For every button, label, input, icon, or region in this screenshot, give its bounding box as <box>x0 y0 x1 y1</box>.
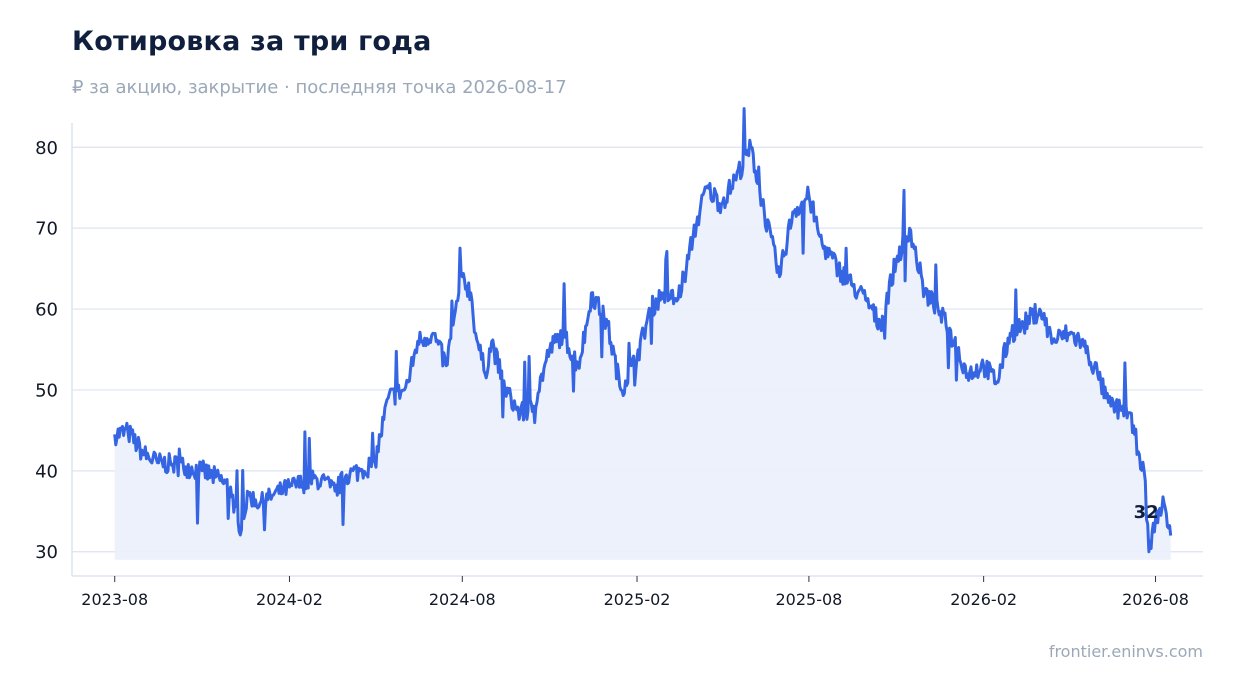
axes <box>71 123 1203 582</box>
series-group <box>113 107 1173 560</box>
x-tick-label: 2026-08 <box>1122 590 1189 609</box>
annotations: 32 <box>1134 502 1159 523</box>
x-tick-label: 2023-08 <box>81 590 148 609</box>
source-credit: frontier.eninvs.com <box>1048 642 1203 661</box>
y-tick-label: 30 <box>35 542 58 563</box>
y-tick-label: 80 <box>35 138 58 159</box>
y-tick-label: 70 <box>35 219 58 240</box>
y-axis-tick-labels: 30 40 50 60 70 80 <box>35 138 58 563</box>
x-tick-label: 2025-08 <box>775 590 842 609</box>
y-tick-label: 50 <box>35 380 58 401</box>
x-axis-tick-labels: 2023-08 2024-02 2024-08 2025-02 2025-08 2026-… <box>81 590 1189 609</box>
chart-title: Котировка за три года <box>72 26 432 57</box>
chart-subtitle: ₽ за акцию, закрытие · последняя точка 2… <box>72 77 567 98</box>
x-tick-label: 2024-02 <box>256 590 323 609</box>
y-tick-label: 40 <box>35 461 58 482</box>
last-value-label: 32 <box>1134 502 1159 523</box>
series-line <box>113 107 1173 554</box>
x-tick-label: 2024-08 <box>429 590 496 609</box>
x-tick-label: 2026-02 <box>950 590 1017 609</box>
x-tick-label: 2025-02 <box>604 590 671 609</box>
y-tick-label: 60 <box>35 300 58 321</box>
